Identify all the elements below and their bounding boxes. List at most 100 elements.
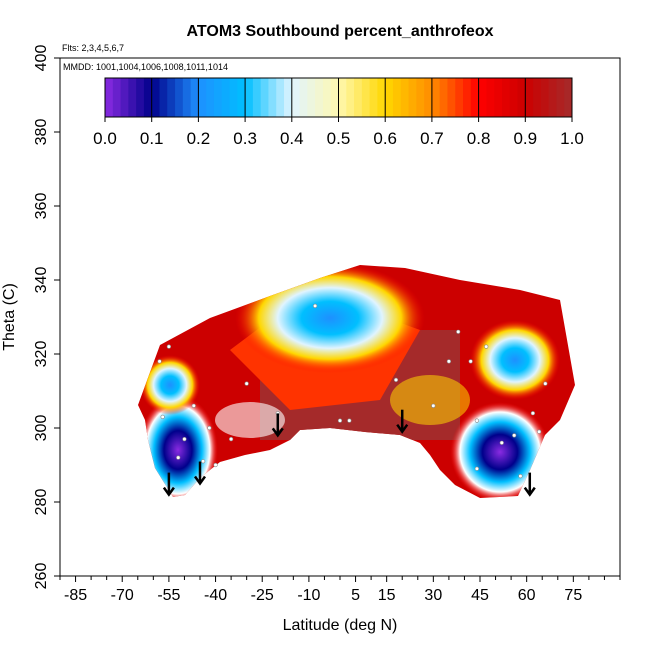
x-tick-label: 75	[564, 587, 582, 604]
colorbar-tick-label: 0.3	[233, 129, 257, 148]
x-tick-label: -70	[111, 587, 134, 604]
colorbar-segment	[509, 78, 519, 117]
colorbar-tick-label: 0.6	[373, 129, 397, 148]
x-tick-label: -25	[251, 587, 274, 604]
colorbar-segment	[478, 78, 487, 117]
sample-point	[244, 381, 249, 386]
colorbar-segment	[198, 78, 207, 117]
x-tick-label: 15	[378, 587, 396, 604]
colorbar-segment	[213, 78, 223, 117]
colorbar-tick-label: 1.0	[560, 129, 584, 148]
field-blue-left	[140, 355, 200, 415]
colorbar-segment	[392, 78, 402, 117]
colorbar-segment	[556, 78, 565, 117]
field-blue-right	[470, 320, 560, 400]
colorbar-segment	[206, 78, 215, 117]
colorbar-segment	[533, 78, 542, 117]
colorbar-segment	[128, 78, 137, 117]
sample-point	[176, 455, 181, 460]
x-tick-label: 45	[471, 587, 489, 604]
y-tick-label: 380	[33, 119, 50, 146]
flights-subtitle: Flts: 2,3,4,5,6,7	[62, 43, 124, 53]
profile-arrow-head	[162, 486, 175, 497]
colorbar-segment	[221, 78, 231, 117]
colorbar-segment	[525, 78, 534, 117]
colorbar-segment	[455, 78, 464, 117]
sample-point	[499, 440, 504, 445]
sample-point	[530, 411, 535, 416]
y-tick-label: 280	[33, 489, 50, 516]
colorbar-segment	[182, 78, 192, 117]
sample-points	[157, 303, 548, 479]
x-tick-label: 5	[351, 587, 360, 604]
colorbar-segment	[385, 78, 394, 117]
colorbar-segment	[494, 78, 503, 117]
x-axis-label: Latitude (deg N)	[283, 617, 398, 634]
colorbar-segment	[252, 78, 262, 117]
colorbar-segment	[245, 78, 254, 117]
colorbar-segment	[112, 78, 122, 117]
colorbar-segment	[424, 78, 433, 117]
colorbar-segment	[501, 78, 511, 117]
colorbar-segment	[463, 78, 472, 117]
colorbar-segment	[330, 78, 339, 117]
chart-title: ATOM3 Southbound percent_anthrofeox	[187, 23, 494, 40]
colorbar-segment	[159, 78, 168, 117]
sample-point	[213, 462, 218, 468]
y-axis-label: Theta (C)	[1, 283, 18, 351]
profile-arrow-head	[193, 475, 207, 486]
sample-point	[166, 344, 171, 349]
colorbar-segment	[143, 78, 153, 117]
profile-arrow-head	[271, 427, 284, 438]
sample-point	[182, 437, 187, 442]
x-tick-label: -55	[157, 587, 180, 604]
colorbar-segment	[470, 78, 480, 117]
y-axis: 260 280 300 320 340 360 380 400	[33, 45, 60, 589]
x-axis: -85 -70 -55 -40 -25 -10 5 15 30 45 60 75	[59, 576, 621, 604]
colorbar-segment	[431, 78, 441, 117]
colorbar-segment	[486, 78, 495, 117]
colorbar-segment	[369, 78, 378, 117]
colorbar-segment	[299, 78, 308, 117]
colorbar-segment	[354, 78, 363, 117]
colorbar: 0.0 0.1 0.2 0.3 0.4 0.5 0.6 0.7 0.8 0.9 1.0	[93, 77, 584, 148]
sample-point	[347, 418, 352, 423]
sample-point	[191, 403, 196, 408]
field-purple-right	[450, 402, 550, 498]
sample-point	[484, 344, 489, 349]
y-tick-label: 340	[33, 267, 50, 294]
colorbar-segment	[260, 78, 269, 117]
field-yellow-mid	[390, 375, 470, 425]
colorbar-segment	[120, 78, 129, 117]
x-tick-label: -10	[297, 587, 320, 604]
colorbar-tick-label: 0.1	[140, 129, 164, 148]
y-tick-label: 300	[33, 415, 50, 442]
colorbar-tick-label: 0.8	[467, 129, 491, 148]
sample-point	[537, 429, 542, 434]
colorbar-segment	[517, 78, 526, 117]
profile-arrow-head	[523, 486, 536, 497]
x-tick-label: -85	[64, 587, 87, 604]
colorbar-tick-label: 0.7	[420, 129, 444, 148]
colorbar-tick-label: 0.9	[513, 129, 537, 148]
colorbar-tick-label: 0.0	[93, 129, 117, 148]
colorbar-segment	[400, 78, 410, 117]
colorbar-segment	[237, 78, 246, 117]
x-tick-label: -40	[204, 587, 227, 604]
colorbar-segment	[361, 78, 371, 117]
colorbar-tick-label: 0.5	[327, 129, 351, 148]
sample-point	[393, 377, 399, 383]
y-tick-label: 400	[33, 45, 50, 72]
colorbar-segment	[167, 78, 176, 117]
field-blue-center	[235, 265, 425, 373]
colorbar-segment	[190, 78, 199, 117]
colorbar-segment	[447, 78, 456, 117]
sample-point	[207, 425, 212, 431]
colorbar-segment	[315, 78, 324, 117]
y-tick-label: 360	[33, 193, 50, 220]
profile-arrow-head	[396, 423, 409, 434]
colorbar-tick-label: 0.4	[280, 129, 304, 148]
sample-point	[313, 303, 318, 309]
colorbar-segment	[276, 78, 285, 117]
colorbar-segment	[338, 78, 347, 117]
